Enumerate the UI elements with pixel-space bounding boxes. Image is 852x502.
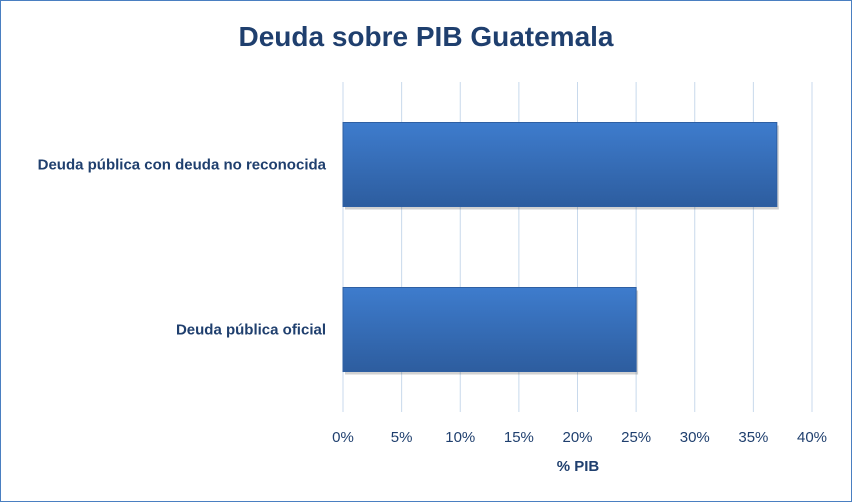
category-label: Deuda pública oficial xyxy=(176,322,326,339)
x-tick-label: 25% xyxy=(621,429,651,446)
category-labels: Deuda pública con deuda no reconocida Deu… xyxy=(38,157,327,339)
x-tick-label: 30% xyxy=(680,429,710,446)
x-tick-labels: 0% 5% 10% 15% 20% 25% 30% 35% 40% xyxy=(332,429,827,446)
x-axis-title: % PIB xyxy=(557,458,600,475)
x-tick-label: 35% xyxy=(738,429,768,446)
chart-title: Deuda sobre PIB Guatemala xyxy=(238,21,613,52)
x-tick-label: 5% xyxy=(391,429,413,446)
category-label: Deuda pública con deuda no reconocida xyxy=(38,157,327,174)
bars xyxy=(342,122,779,375)
bar xyxy=(342,287,637,372)
x-tick-label: 10% xyxy=(445,429,475,446)
x-tick-label: 20% xyxy=(562,429,592,446)
bar xyxy=(342,122,778,207)
x-tick-label: 15% xyxy=(504,429,534,446)
x-tick-label: 40% xyxy=(797,429,827,446)
x-tick-label: 0% xyxy=(332,429,354,446)
